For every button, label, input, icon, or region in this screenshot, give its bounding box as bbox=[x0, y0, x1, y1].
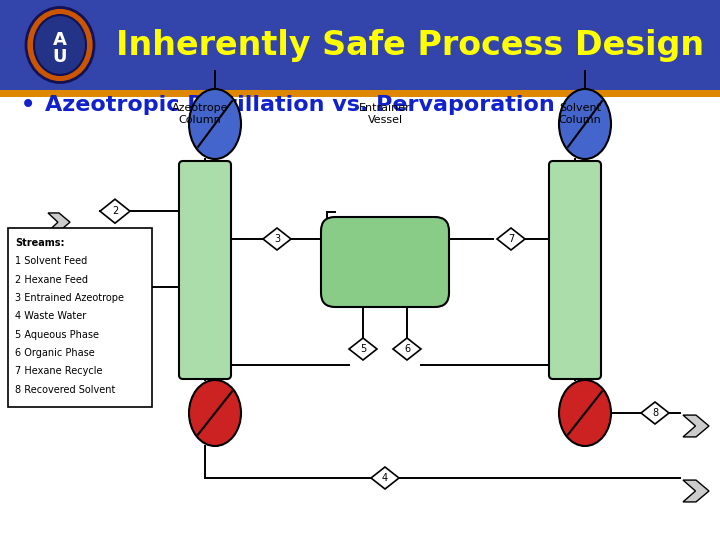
Text: Inherently Safe Process Design: Inherently Safe Process Design bbox=[116, 29, 704, 62]
FancyBboxPatch shape bbox=[549, 161, 601, 379]
Text: 5: 5 bbox=[360, 344, 366, 354]
Text: 4 Waste Water: 4 Waste Water bbox=[15, 312, 86, 321]
Text: Azeotrope
Column: Azeotrope Column bbox=[172, 103, 228, 125]
Text: U: U bbox=[53, 48, 67, 66]
Text: 3: 3 bbox=[274, 234, 280, 244]
Bar bbox=[0, 0, 720, 90]
FancyBboxPatch shape bbox=[8, 228, 152, 407]
Polygon shape bbox=[113, 275, 143, 299]
Text: 8 Recovered Solvent: 8 Recovered Solvent bbox=[15, 384, 115, 395]
Polygon shape bbox=[641, 402, 669, 424]
Polygon shape bbox=[683, 480, 709, 502]
Polygon shape bbox=[100, 199, 130, 223]
FancyBboxPatch shape bbox=[321, 217, 449, 307]
Text: •: • bbox=[20, 91, 36, 119]
Text: 4: 4 bbox=[382, 473, 388, 483]
Text: 6: 6 bbox=[404, 344, 410, 354]
Polygon shape bbox=[349, 338, 377, 360]
Bar bbox=[0, 90, 720, 97]
Text: 1 Solvent Feed: 1 Solvent Feed bbox=[15, 256, 87, 266]
Polygon shape bbox=[263, 228, 291, 250]
Ellipse shape bbox=[559, 89, 611, 159]
Ellipse shape bbox=[559, 380, 611, 446]
Text: 2 Hexane Feed: 2 Hexane Feed bbox=[15, 275, 88, 285]
Polygon shape bbox=[683, 415, 709, 437]
Text: A: A bbox=[53, 31, 67, 49]
Text: Streams:: Streams: bbox=[15, 238, 65, 248]
Ellipse shape bbox=[26, 8, 94, 83]
Text: 3 Entrained Azeotrope: 3 Entrained Azeotrope bbox=[15, 293, 124, 303]
Ellipse shape bbox=[34, 15, 86, 75]
Text: Entrainer
Vessel: Entrainer Vessel bbox=[359, 103, 411, 125]
Polygon shape bbox=[393, 338, 421, 360]
Text: 1: 1 bbox=[125, 282, 131, 292]
Text: Solvent
Column: Solvent Column bbox=[559, 103, 601, 125]
Polygon shape bbox=[497, 228, 525, 250]
Text: 7 Hexane Recycle: 7 Hexane Recycle bbox=[15, 366, 102, 376]
Text: 2: 2 bbox=[112, 206, 118, 216]
Text: 6 Organic Phase: 6 Organic Phase bbox=[15, 348, 95, 358]
FancyBboxPatch shape bbox=[179, 161, 231, 379]
Text: 7: 7 bbox=[508, 234, 514, 244]
Text: 8: 8 bbox=[652, 408, 658, 418]
Polygon shape bbox=[48, 213, 70, 232]
Ellipse shape bbox=[189, 380, 241, 446]
Ellipse shape bbox=[189, 89, 241, 159]
Polygon shape bbox=[371, 467, 399, 489]
Text: Azeotropic Distillation vs. Pervaporation: Azeotropic Distillation vs. Pervaporatio… bbox=[45, 95, 554, 115]
Text: 5 Aqueous Phase: 5 Aqueous Phase bbox=[15, 329, 99, 340]
Polygon shape bbox=[58, 288, 80, 307]
